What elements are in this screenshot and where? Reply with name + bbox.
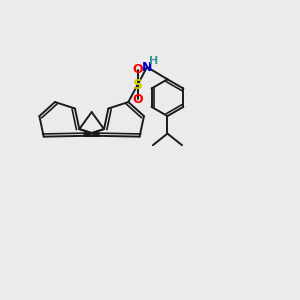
Text: N: N bbox=[142, 61, 152, 74]
Text: O: O bbox=[132, 93, 143, 106]
Text: H: H bbox=[149, 56, 159, 66]
Text: S: S bbox=[133, 77, 143, 92]
Text: O: O bbox=[132, 64, 143, 76]
